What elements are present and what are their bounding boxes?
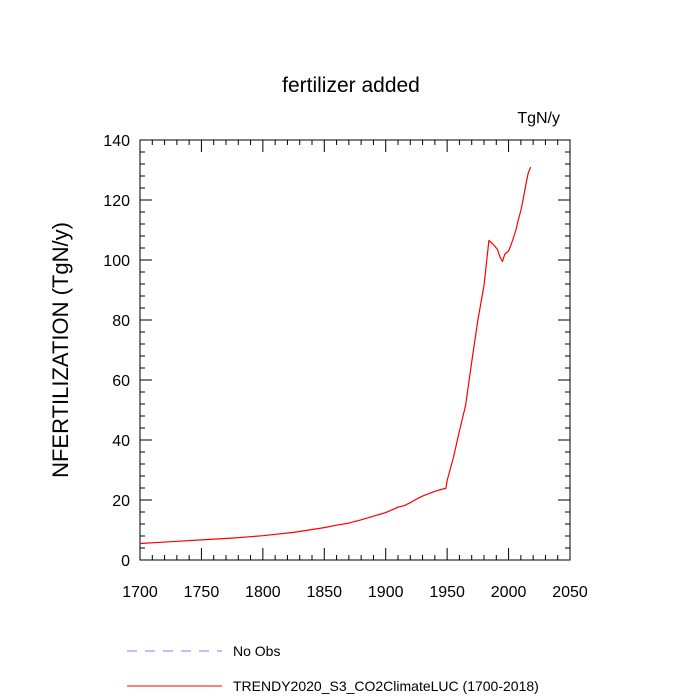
y-tick-label: 20 (112, 493, 130, 510)
y-tick-label: 60 (112, 373, 130, 390)
units-label: TgN/y (517, 110, 560, 127)
x-tick-label: 2050 (552, 584, 588, 601)
y-axis-label: NFERTILIZATION (TgN/y) (48, 222, 73, 478)
legend-label-0: No Obs (233, 643, 280, 659)
axis-ticks (139, 139, 571, 561)
x-tick-label: 1900 (368, 584, 404, 601)
series-line-1 (139, 166, 532, 545)
legend: No Obs TRENDY2020_S3_CO2ClimateLUC (1700-… (127, 643, 539, 694)
x-tick-label: 1950 (429, 584, 465, 601)
y-tick-label: 40 (112, 433, 130, 450)
y-tick-label: 120 (103, 193, 130, 210)
x-tick-label: 1750 (184, 584, 220, 601)
legend-label-1: TRENDY2020_S3_CO2ClimateLUC (1700-2018) (233, 678, 539, 694)
x-tick-label: 1700 (122, 584, 158, 601)
y-tick-label: 140 (103, 133, 130, 150)
x-tick-label: 1850 (306, 584, 342, 601)
x-tick-label: 1800 (245, 584, 281, 601)
chart-title: fertilizer added (282, 74, 420, 97)
x-tick-label: 2000 (491, 584, 527, 601)
y-tick-label: 100 (103, 253, 130, 270)
y-tick-label: 0 (121, 553, 130, 570)
series-layer (139, 166, 532, 545)
y-tick-label: 80 (112, 313, 130, 330)
tick-labels: 1700 1750 1800 1850 1900 1950 2000 2050 0 20 40 60 8… (103, 133, 588, 601)
plot-frame (139, 139, 571, 561)
